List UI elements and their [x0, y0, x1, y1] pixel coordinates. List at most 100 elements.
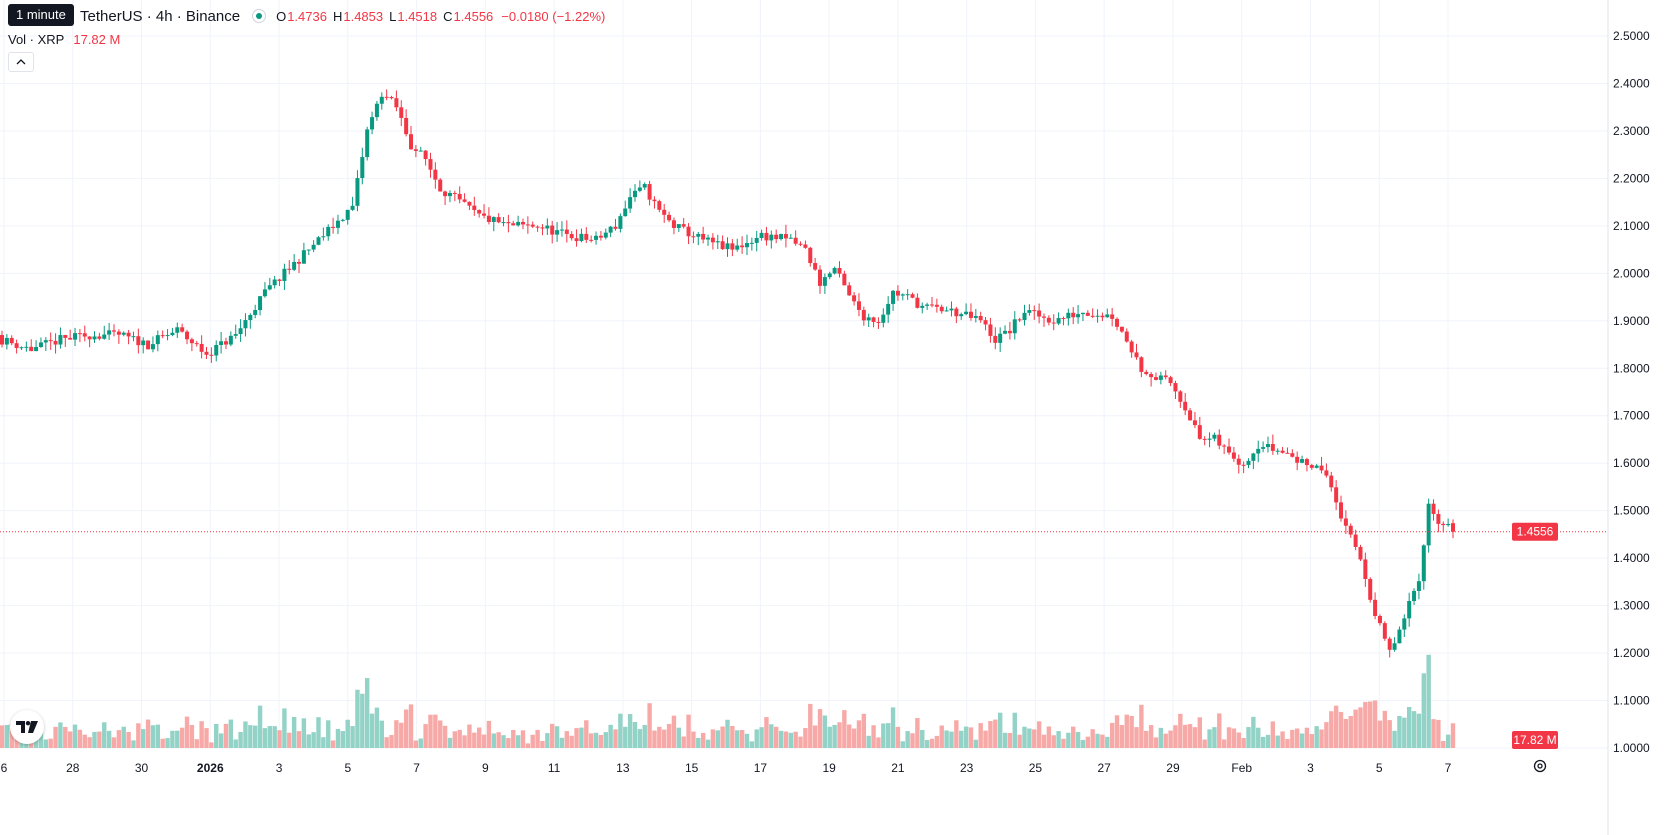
volume-bar	[1061, 738, 1066, 748]
volume-bar	[632, 722, 638, 748]
volume-bar	[1212, 727, 1217, 748]
interval-tooltip: 1 minute	[8, 4, 74, 26]
volume-bar	[67, 731, 73, 748]
volume-bar	[739, 729, 745, 748]
volume-bar	[87, 737, 92, 748]
candle-body	[423, 150, 428, 160]
volume-bar	[866, 735, 871, 748]
candle-body	[477, 210, 482, 214]
collapse-legend-button[interactable]	[8, 52, 34, 72]
candle-body	[891, 290, 896, 304]
volume-badge-label: 17.82 M	[1513, 733, 1556, 747]
volume-bar	[1450, 723, 1456, 748]
volume-bar	[1338, 712, 1344, 748]
volume-bar	[1260, 736, 1266, 748]
volume-bar	[1105, 736, 1110, 748]
candle-body	[1441, 523, 1446, 526]
candle-body	[1090, 315, 1095, 317]
candle-body	[331, 226, 336, 228]
candle-body	[1056, 318, 1061, 324]
volume-bar	[496, 732, 501, 748]
candle-body	[1183, 401, 1188, 411]
volume-bar	[462, 735, 467, 748]
candle-body	[735, 245, 740, 250]
volume-bar	[384, 737, 389, 748]
volume-bar	[1071, 726, 1076, 748]
tradingview-logo-icon[interactable]	[10, 710, 44, 744]
candle-body	[1280, 450, 1285, 453]
volume-bar	[793, 731, 798, 748]
volume-bar	[394, 720, 399, 748]
candle-body	[24, 346, 29, 348]
candle-body	[1446, 523, 1451, 526]
candle-body	[793, 237, 798, 244]
volume-bar	[593, 732, 599, 748]
volume-bar	[618, 713, 623, 748]
candle-body	[365, 129, 370, 158]
candle-body	[506, 222, 511, 224]
candle-body	[223, 341, 228, 345]
volume-label[interactable]: Vol · XRP	[8, 32, 65, 47]
candle-body	[1348, 525, 1353, 535]
candle-body	[282, 268, 287, 281]
candle-body	[1397, 629, 1402, 644]
candle-body	[934, 304, 939, 307]
candle-body	[1149, 374, 1154, 378]
candle-body	[691, 236, 696, 238]
candle-body	[1402, 618, 1407, 630]
volume-bar	[783, 731, 789, 748]
candle-body	[754, 237, 759, 243]
price-tick-label: 1.7000	[1613, 409, 1650, 423]
symbol-title[interactable]: TetherUS · 4h · Binance	[80, 7, 241, 25]
candle-body	[1236, 458, 1241, 465]
candle-body	[233, 334, 238, 336]
candle-body	[1119, 326, 1124, 332]
volume-bar	[895, 726, 901, 748]
candle-body	[949, 308, 954, 311]
volume-bar	[550, 723, 555, 748]
volume-bar	[452, 731, 458, 748]
volume-bar	[1012, 712, 1017, 748]
volume-badge	[1512, 731, 1558, 749]
volume-bar	[1226, 727, 1232, 748]
time-tick-label: 19	[822, 761, 836, 775]
candle-body	[628, 197, 633, 209]
candle-body	[594, 235, 599, 240]
candle-body	[350, 205, 355, 210]
candle-body	[662, 209, 667, 215]
candle-body	[48, 340, 53, 342]
volume-bar	[744, 733, 750, 748]
gear-icon[interactable]	[1532, 758, 1548, 774]
volume-bar	[155, 724, 161, 748]
volume-bar	[715, 730, 720, 748]
candle-body	[131, 336, 136, 338]
candle-body	[603, 232, 608, 238]
volume-bar	[218, 733, 224, 748]
volume-bar	[364, 678, 370, 748]
price-tick-label: 1.3000	[1613, 599, 1650, 613]
candle-body	[978, 316, 983, 321]
candle-body	[1231, 452, 1236, 459]
volume-bar	[963, 726, 969, 748]
volume-bar	[1392, 730, 1397, 748]
candle-body	[1115, 318, 1120, 327]
volume-bar	[209, 742, 214, 748]
volume-bar	[1090, 729, 1095, 748]
candle-body	[895, 290, 900, 296]
candle-body	[1392, 643, 1397, 650]
candle-body	[472, 205, 477, 211]
volume-bar	[997, 712, 1003, 748]
volume-bar	[978, 723, 983, 748]
volume-bar	[1119, 725, 1125, 748]
candle-body	[813, 263, 818, 270]
volume-bar	[1056, 731, 1061, 748]
candle-body	[964, 311, 969, 315]
candle-body	[1061, 318, 1066, 320]
candle-body	[720, 241, 725, 250]
volume-bar	[1109, 722, 1115, 748]
candle-body	[676, 224, 681, 228]
volume-bar	[0, 725, 5, 748]
candle-body	[428, 159, 433, 170]
candle-body	[253, 309, 258, 315]
